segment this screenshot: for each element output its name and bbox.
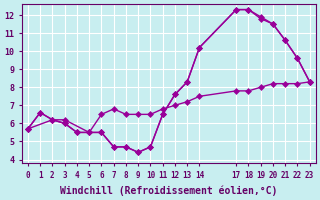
X-axis label: Windchill (Refroidissement éolien,°C): Windchill (Refroidissement éolien,°C) <box>60 185 277 196</box>
